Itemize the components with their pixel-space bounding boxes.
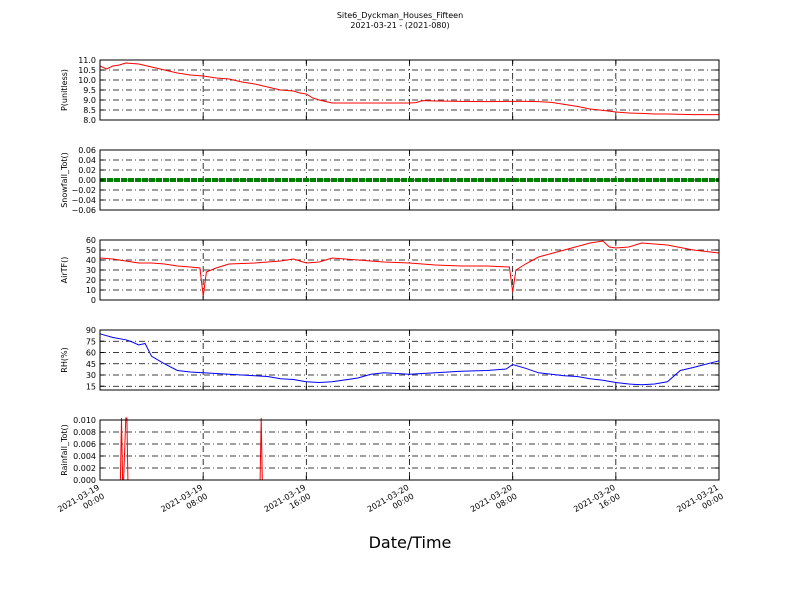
y-tick-label: 30 — [86, 371, 96, 380]
y-tick-label: 0.00 — [78, 176, 96, 185]
y-tick-label: 90 — [86, 326, 96, 335]
y-tick-label: −0.06 — [71, 206, 96, 215]
y-tick-label: 0.02 — [78, 166, 96, 175]
x-tick-label: 2021-03-1908:00 — [159, 483, 209, 523]
y-tick-label: 0.002 — [73, 464, 96, 473]
y-axis-label: P(unitless) — [60, 69, 69, 111]
series-line — [99, 62, 719, 116]
y-axis-label: Snowfall_Tot() — [60, 152, 69, 208]
chart-subtitle: 2021-03-21 - (2021-080) — [350, 21, 450, 30]
y-axis-label: Rainfall_Tot() — [60, 424, 69, 476]
series-line — [100, 417, 719, 481]
y-tick-label: 20 — [86, 276, 96, 285]
y-axis-label: RH(%) — [60, 347, 69, 372]
series-line — [99, 333, 720, 386]
panel-1: 8.08.59.09.510.010.511.0 P(unitless) — [60, 56, 720, 125]
y-tick-label: 10.0 — [78, 76, 96, 85]
y-tick-label: 0 — [91, 296, 96, 305]
y-tick-label: 50 — [86, 246, 96, 255]
panel-2: −0.06−0.04−0.020.000.020.040.06 Snowfall_… — [60, 146, 720, 215]
y-tick-label: 0.04 — [78, 156, 96, 165]
y-tick-label: 40 — [86, 256, 96, 265]
y-tick-label: 0.000 — [73, 476, 96, 485]
chart-title: Site6_Dyckman_Houses_Fifteen — [336, 11, 464, 20]
x-tick-label: 2021-03-1916:00 — [263, 483, 313, 523]
y-axis-label: AirTF() — [60, 257, 69, 284]
y-tick-label: 60 — [86, 349, 96, 358]
y-tick-label: 8.0 — [83, 116, 96, 125]
y-tick-label: 75 — [86, 337, 96, 346]
y-tick-label: 0.06 — [78, 146, 96, 155]
y-tick-label: 11.0 — [78, 56, 96, 65]
y-tick-label: 30 — [86, 266, 96, 275]
x-tick-label: 2021-03-1900:00 — [56, 483, 106, 523]
y-tick-label: −0.02 — [71, 186, 96, 195]
x-tick-label: 2021-03-2016:00 — [572, 483, 622, 523]
panel-5: 0.000 0.002 0.004 0.006 0.008 0.010 Rainfall_T… — [60, 416, 720, 485]
y-tick-label: 45 — [86, 360, 96, 369]
x-tick-label: 2021-03-2100:00 — [675, 483, 725, 523]
panel-4: 15 30 45 60 75 90 RH(%) — [60, 326, 720, 391]
x-tick-label: 2021-03-2008:00 — [469, 483, 519, 523]
x-axis-label: Date/Time — [368, 533, 452, 552]
series-line — [99, 240, 720, 297]
x-tick-label: 2021-03-2000:00 — [366, 483, 416, 523]
y-tick-label: 60 — [86, 236, 96, 245]
y-tick-label: 9.5 — [83, 86, 96, 95]
y-tick-label: 10 — [86, 286, 96, 295]
y-tick-label: −0.04 — [71, 196, 96, 205]
y-tick-label: 0.008 — [73, 428, 96, 437]
y-tick-label: 0.006 — [73, 440, 96, 449]
y-tick-label: 9.0 — [83, 96, 96, 105]
y-tick-label: 10.5 — [78, 66, 96, 75]
y-tick-label: 0.004 — [73, 452, 96, 461]
y-tick-label: 0.010 — [73, 416, 96, 425]
y-tick-label: 8.5 — [83, 106, 96, 115]
y-tick-label: 15 — [86, 382, 96, 391]
